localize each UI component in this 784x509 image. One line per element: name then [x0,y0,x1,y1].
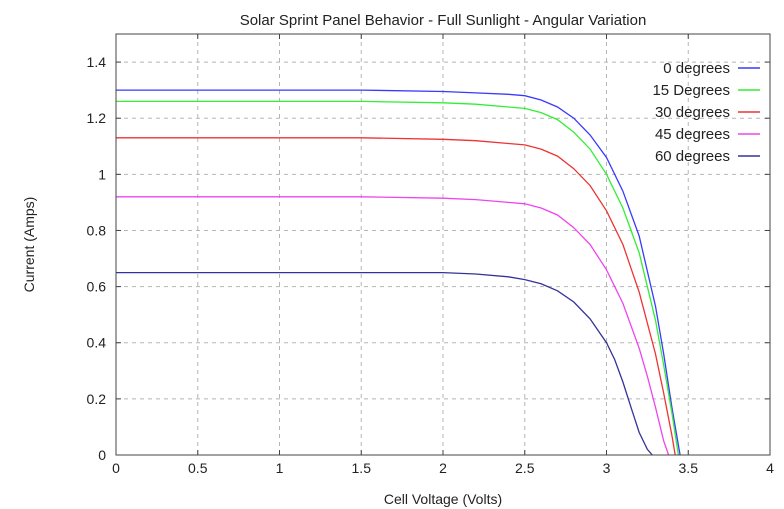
tick-layer: 0 0.5 1 1.5 2 2.5 3 3.5 4 0 0.2 0.4 0.6 0.8 1 1.2 1.4 [87,34,774,476]
x-tick-label: 1 [276,460,284,476]
x-tick-label: 2 [439,460,447,476]
series-layer [116,89,681,456]
legend: 0 degrees 15 Degrees 30 degrees 45 degrees 6… [652,60,760,165]
series-line-3 [116,196,670,456]
series-line-2 [116,137,676,456]
y-tick-label: 0.8 [87,222,107,238]
x-axis-label: Cell Voltage (Volts) [384,491,502,507]
grid-layer [116,34,770,455]
y-tick-label: 0 [98,447,106,463]
legend-label-4: 60 degrees [655,148,730,165]
legend-label-2: 30 degrees [655,104,730,121]
legend-label-0: 0 degrees [663,60,730,77]
series-line-0 [116,89,681,456]
y-tick-label: 1.4 [87,54,107,70]
x-tick-label: 0 [112,460,120,476]
y-tick-label: 1 [98,166,106,182]
x-tick-label: 4 [766,460,774,476]
y-axis-label: Current (Amps) [21,197,37,293]
series-line-1 [116,100,680,456]
x-tick-label: 2.5 [515,460,535,476]
legend-label-3: 45 degrees [655,126,730,143]
y-tick-label: 0.2 [87,391,107,407]
y-tick-label: 1.2 [87,110,107,126]
x-tick-label: 0.5 [188,460,208,476]
x-tick-label: 3 [603,460,611,476]
legend-label-1: 15 Degrees [652,82,730,99]
chart-title: Solar Sprint Panel Behavior - Full Sunli… [240,12,647,29]
x-tick-label: 1.5 [352,460,372,476]
series-line-4 [116,271,653,456]
y-tick-label: 0.6 [87,279,107,295]
y-tick-label: 0.4 [87,335,107,351]
x-tick-label: 3.5 [679,460,699,476]
